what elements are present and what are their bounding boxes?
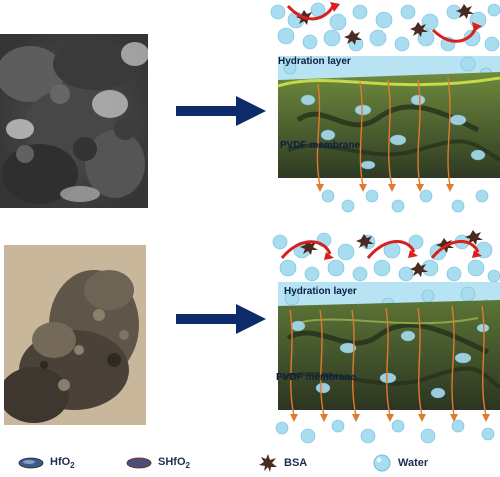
tem-image-hfo2 [0,34,148,208]
legend-bsa: BSA [258,453,307,473]
bsa-star-icon [259,454,277,472]
legend-bsa-label: BSA [284,457,308,469]
membrane-illustration [270,2,500,213]
legend-shfo2: SHfO2 [126,453,190,473]
hfo2-particle-icon [18,457,44,469]
membrane-schematic-hfo2: Hydration layer PVDF membrane [268,0,500,218]
hydration-layer-label: Hydration layer [278,56,351,67]
shfo2-particle-icon [126,457,152,469]
arrow-right-icon [176,96,266,126]
pvdf-membrane-label: PVDF membrane [276,372,357,383]
membrane-illustration [272,230,500,444]
legend-water: Water [372,453,428,473]
pvdf-membrane-label: PVDF membrane [280,140,361,151]
legend-water-label: Water [398,457,429,469]
membrane-schematic-shfo2: Hydration layer PVDF membrane [268,228,500,446]
hydration-layer-label: Hydration layer [284,286,357,297]
legend-hfo2: HfO2 [18,453,75,473]
arrow-right-icon [176,304,266,334]
water-droplet-icon [373,454,391,472]
tem-image-shfo2 [4,245,146,425]
